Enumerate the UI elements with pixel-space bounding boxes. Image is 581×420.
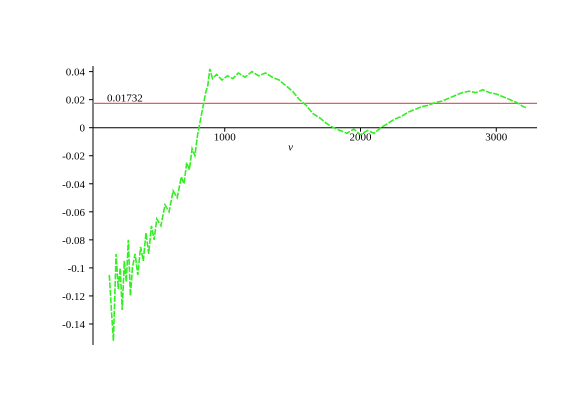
y-tick-label: -0.04 bbox=[62, 179, 85, 191]
x-tick-label: 3000 bbox=[485, 132, 508, 144]
y-tick-label: -0.06 bbox=[62, 207, 85, 219]
y-tick-label: -0.08 bbox=[62, 235, 85, 247]
y-tick-label: 0 bbox=[80, 123, 86, 135]
x-axis-label: ν bbox=[288, 142, 293, 154]
data-line bbox=[108, 68, 528, 341]
y-tick-label: -0.02 bbox=[62, 151, 85, 163]
y-tick-label: -0.12 bbox=[62, 291, 85, 303]
reference-label: 0.01732 bbox=[107, 92, 143, 104]
y-tick-label: 0.04 bbox=[66, 67, 86, 79]
y-tick-label: -0.14 bbox=[62, 319, 85, 331]
x-tick-label: 2000 bbox=[350, 132, 373, 144]
y-tick-label: -0.1 bbox=[68, 263, 85, 275]
x-tick-label: 1000 bbox=[214, 132, 237, 144]
y-tick-label: 0.02 bbox=[66, 95, 85, 107]
